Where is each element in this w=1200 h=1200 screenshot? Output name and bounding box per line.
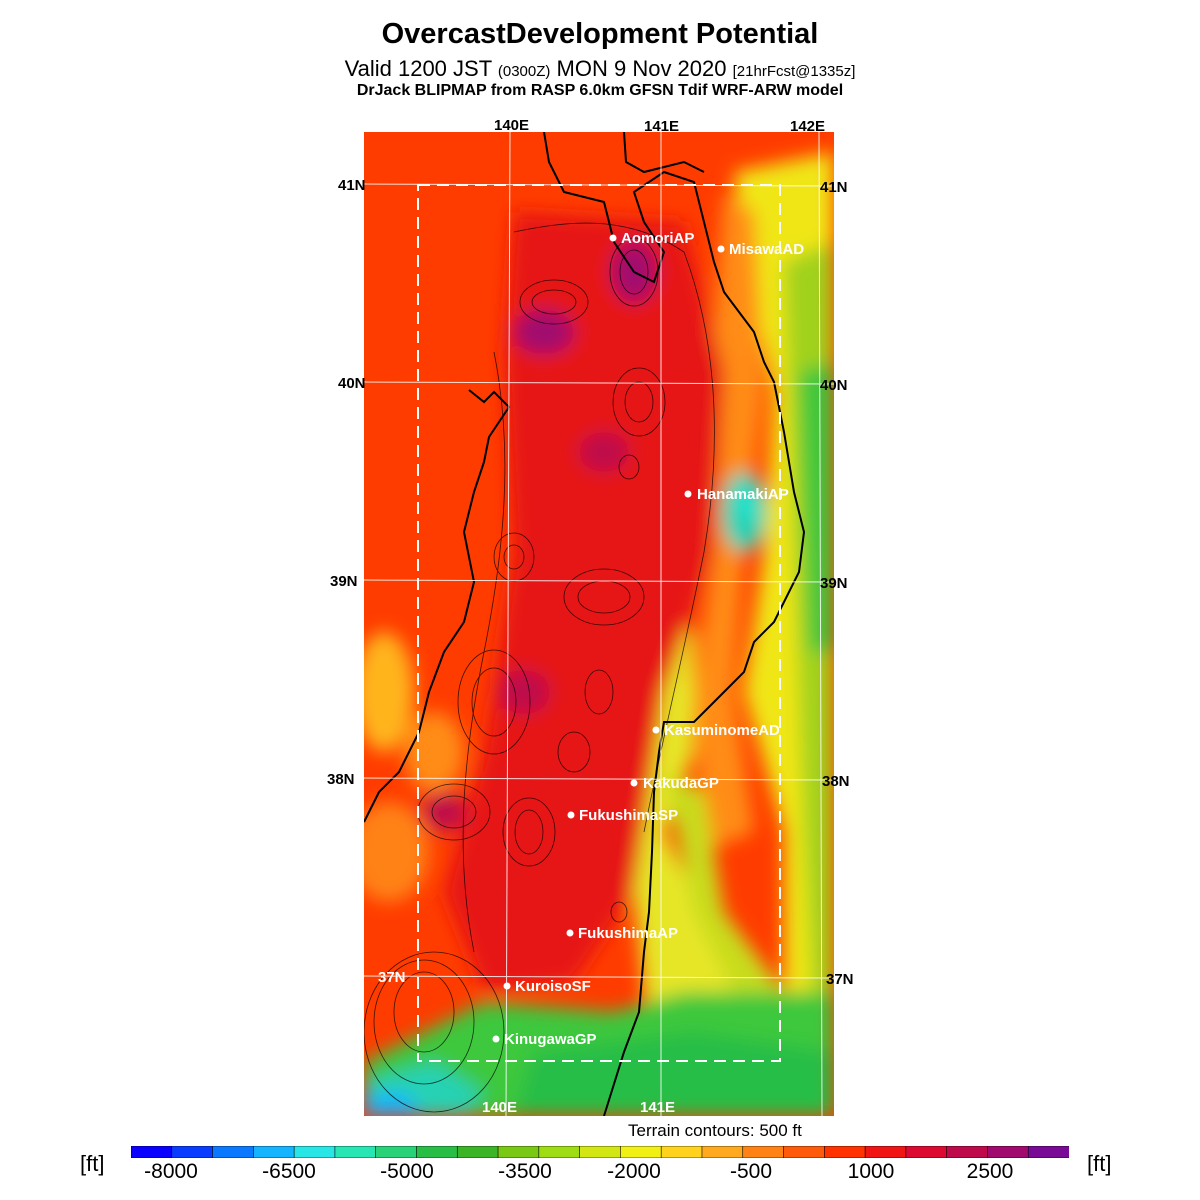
zulu-time: (0300Z) [497,63,551,80]
lat-label-37n-left: 37N [378,969,406,986]
station-label-aomoriap: AomoriAP [621,230,695,247]
lon-label-140e-bottom: 140E [482,1099,518,1116]
colorbar-swatch [987,1146,1030,1158]
station-label-fukushimasp: FukushimaSP [579,807,679,824]
station-dot-kasuminomead [652,726,660,734]
colorbar-swatch [538,1146,581,1158]
map-field [364,132,834,1116]
station-dot-kinugawagp [492,1035,500,1043]
colorbar-swatch [742,1146,785,1158]
lat-label-40n-right: 40N [820,377,848,394]
colorbar-swatch [456,1146,499,1158]
station-dot-fukushimasp [567,811,575,819]
station-label-hanamakiap: HanamakiAP [697,486,789,503]
valid-label: Valid 1200 JST [344,56,492,81]
colorbar-tick: -500 [729,1160,773,1183]
lat-label-41n-left: 41N [338,177,366,194]
lat-label-40n-left: 40N [338,375,366,392]
station-label-kakudagp: KakudaGP [643,775,719,792]
lon-label-142e-top: 142E [790,118,826,135]
page-title: OvercastDevelopment Potential [381,18,819,50]
station-label-fukushimaap: FukushimaAP [578,925,679,942]
colorbar-tick: 1000 [847,1160,895,1183]
lat-label-41n-right: 41N [820,179,848,196]
colorbar-tick: -2000 [607,1160,661,1183]
lat-label-39n-left: 39N [330,573,358,590]
station-dot-hanamakiap [684,490,692,498]
colorbar-swatch [416,1146,459,1158]
colorbar [131,1146,1069,1158]
colorbar-swatch [864,1146,907,1158]
colorbar-swatch [334,1146,377,1158]
valid-time: Valid 1200 JST (0300Z) MON 9 Nov 2020 [2… [0,56,1200,82]
colorbar-swatch [946,1146,989,1158]
colorbar-swatch [783,1146,826,1158]
colorbar-tick: -5000 [380,1160,434,1183]
lon-label-140e-top: 140E [494,117,530,134]
station-label-kinugawagp: KinugawaGP [504,1031,597,1048]
colorbar-swatch [1027,1146,1069,1158]
colorbar-tick: -8000 [144,1160,198,1183]
colorbar-swatch [497,1146,540,1158]
colorbar-swatch [212,1146,255,1158]
station-dot-kuroisosf [503,982,511,990]
station-dot-misawaad [717,245,725,253]
colorbar-swatch [660,1146,703,1158]
colorbar-swatch [905,1146,948,1158]
colorbar-unit-left: [ft] [80,1151,105,1176]
lat-label-37n-right: 37N [826,971,854,988]
station-dot-aomoriap [609,234,617,242]
colorbar-tick: 2500 [966,1160,1014,1183]
station-label-kasuminomead: KasuminomeAD [664,722,780,739]
station-label-kuroisosf: KuroisoSF [515,978,591,995]
terrain-contour-note: Terrain contours: 500 ft [628,1121,802,1140]
model-description: DrJack BLIPMAP from RASP 6.0km GFSN Tdif… [356,82,844,99]
colorbar-tick: -6500 [262,1160,316,1183]
station-label-misawaad: MisawaAD [729,241,805,258]
colorbar-swatch [171,1146,214,1158]
colorbar-swatch [579,1146,622,1158]
lon-label-141e-bottom: 141E [640,1099,676,1116]
lat-label-38n-left: 38N [327,771,355,788]
lat-label-38n-right: 38N [822,773,850,790]
colorbar-swatch [293,1146,336,1158]
lat-label-39n-right: 39N [820,575,848,592]
station-dot-kakudagp [630,779,638,787]
colorbar-swatch [131,1146,173,1158]
colorbar-swatch [823,1146,866,1158]
colorbar-swatch [375,1146,418,1158]
map-panel [364,132,834,1116]
valid-date: MON 9 Nov 2020 [556,56,727,81]
colorbar-tick: -3500 [498,1160,552,1183]
station-dot-fukushimaap [566,929,574,937]
colorbar-unit-right: [ft] [1087,1151,1112,1176]
colorbar-swatch [620,1146,662,1158]
forecast-info: [21hrFcst@1335z] [732,63,856,80]
lon-label-141e-top: 141E [644,118,680,135]
colorbar-swatch [253,1146,295,1158]
colorbar-swatch [701,1146,744,1158]
